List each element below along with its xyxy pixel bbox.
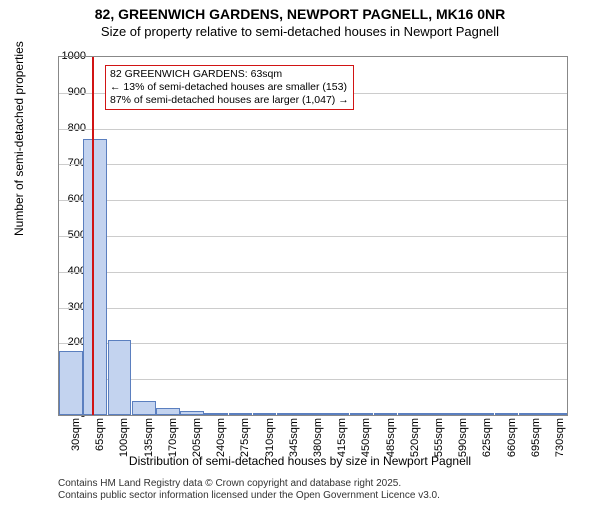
gridline <box>59 129 567 130</box>
x-tick: 65sqm <box>94 418 106 478</box>
x-tick: 30sqm <box>70 418 82 478</box>
bar <box>229 413 253 415</box>
annotation-line: ← 13% of semi-detached houses are smalle… <box>110 81 349 94</box>
bar <box>446 413 470 415</box>
bar <box>108 340 132 415</box>
x-tick: 310sqm <box>264 418 276 478</box>
x-tick: 240sqm <box>215 418 227 478</box>
x-tick: 485sqm <box>385 418 397 478</box>
x-tick: 695sqm <box>530 418 542 478</box>
x-tick: 660sqm <box>506 418 518 478</box>
footer-line: Contains HM Land Registry data © Crown c… <box>58 478 440 490</box>
x-tick: 730sqm <box>554 418 566 478</box>
x-tick: 135sqm <box>143 418 155 478</box>
bar <box>398 413 422 415</box>
gridline <box>59 200 567 201</box>
bar <box>156 408 180 415</box>
x-tick: 415sqm <box>336 418 348 478</box>
bar <box>132 401 156 415</box>
bar <box>253 413 277 415</box>
bar <box>495 413 519 415</box>
x-tick: 450sqm <box>360 418 372 478</box>
page-subtitle: Size of property relative to semi-detach… <box>0 24 600 39</box>
footer-line: Contains public sector information licen… <box>58 490 440 502</box>
annotation-line: 82 GREENWICH GARDENS: 63sqm <box>110 68 349 81</box>
bar <box>59 351 83 415</box>
chart-area: 82 GREENWICH GARDENS: 63sqm ← 13% of sem… <box>58 56 568 416</box>
gridline <box>59 343 567 344</box>
bar <box>204 413 228 415</box>
x-tick: 590sqm <box>457 418 469 478</box>
gridline <box>59 236 567 237</box>
bar <box>350 413 374 415</box>
y-axis-label: Number of semi-detached properties <box>12 41 26 236</box>
bar <box>374 413 398 415</box>
x-tick: 275sqm <box>239 418 251 478</box>
x-tick: 555sqm <box>433 418 445 478</box>
x-tick: 205sqm <box>191 418 203 478</box>
gridline <box>59 272 567 273</box>
bar <box>180 411 204 415</box>
gridline <box>59 379 567 380</box>
bar <box>543 413 567 415</box>
bar <box>83 139 107 415</box>
x-tick: 345sqm <box>288 418 300 478</box>
bar <box>470 413 494 415</box>
bar <box>301 413 325 415</box>
bar <box>519 413 543 415</box>
bar <box>277 413 301 415</box>
x-tick: 380sqm <box>312 418 324 478</box>
highlight-line <box>92 57 94 415</box>
page-title: 82, GREENWICH GARDENS, NEWPORT PAGNELL, … <box>0 6 600 22</box>
x-axis-label: Distribution of semi-detached houses by … <box>0 454 600 468</box>
x-tick: 170sqm <box>167 418 179 478</box>
gridline <box>59 308 567 309</box>
annotation-box: 82 GREENWICH GARDENS: 63sqm ← 13% of sem… <box>105 65 354 110</box>
x-tick: 625sqm <box>481 418 493 478</box>
x-tick: 100sqm <box>118 418 130 478</box>
bar <box>325 413 349 415</box>
bar <box>422 413 446 415</box>
footer: Contains HM Land Registry data © Crown c… <box>58 478 440 502</box>
x-tick: 520sqm <box>409 418 421 478</box>
gridline <box>59 164 567 165</box>
annotation-line: 87% of semi-detached houses are larger (… <box>110 94 349 107</box>
